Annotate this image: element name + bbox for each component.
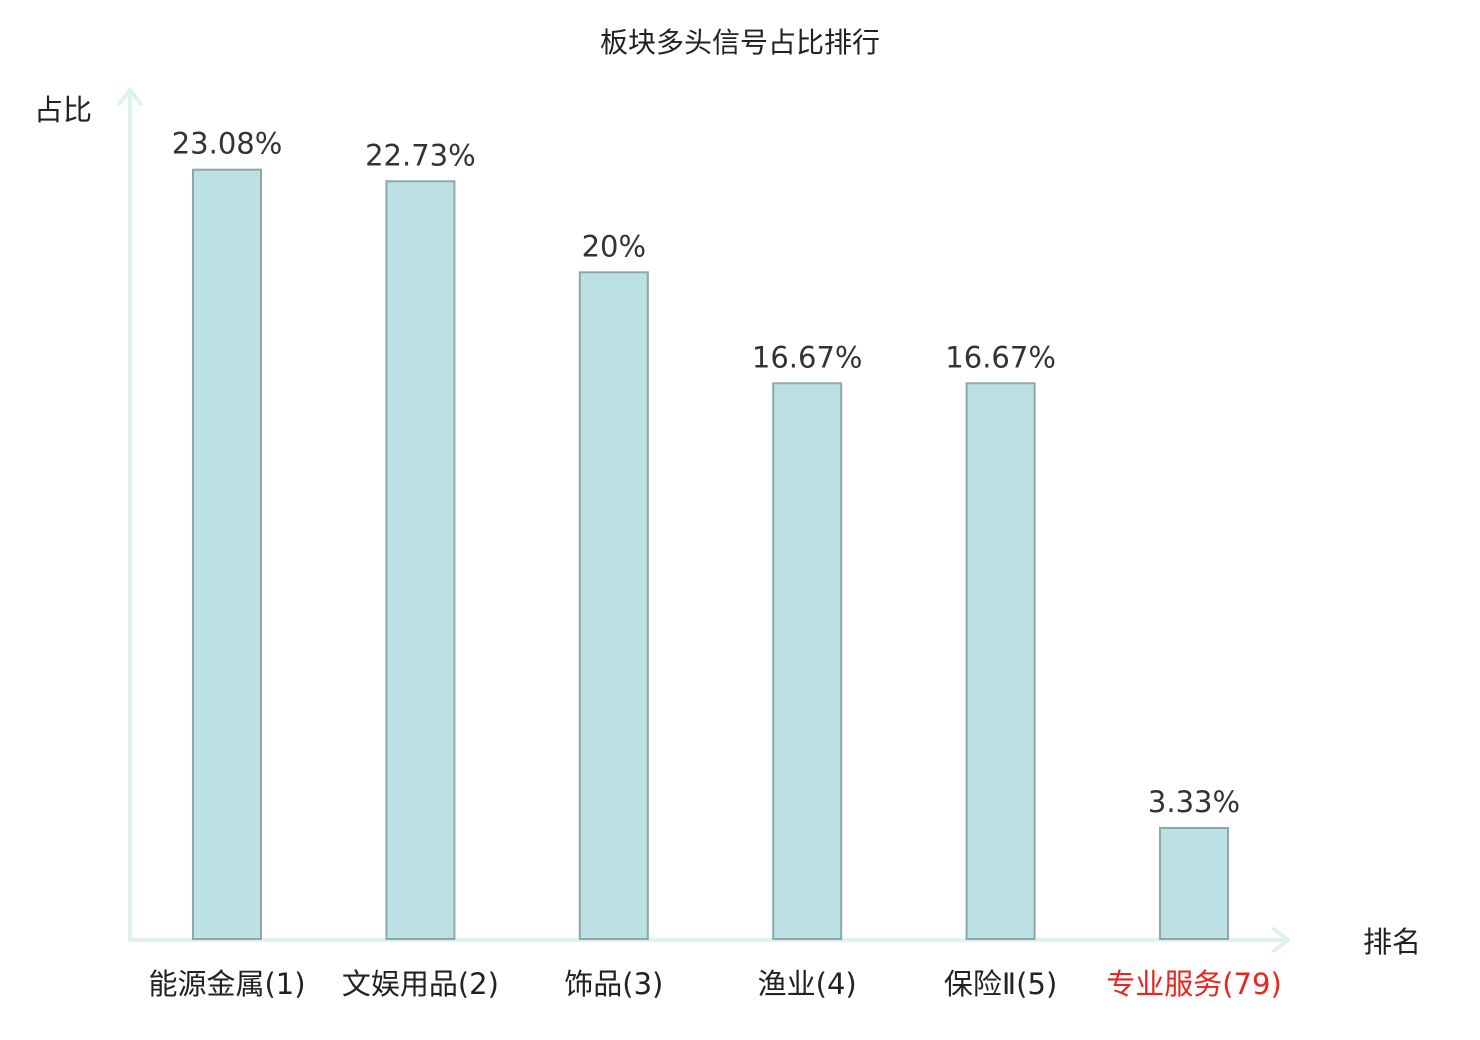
bar [578, 271, 649, 940]
x-tick-label: 能源金属(1) [148, 967, 305, 1001]
x-axis [128, 927, 1290, 953]
x-tick-label: 饰品(3) [564, 967, 663, 1001]
x-tick-label: 文娱用品(2) [342, 967, 499, 1001]
bar [772, 382, 843, 940]
y-axis [117, 88, 143, 942]
value-labels: 23.08% 22.73% 20% 16.67% 16.67% 3.33% [172, 127, 1240, 819]
x-tick-label: 专业服务(79) [1106, 967, 1282, 1001]
y-axis-label: 占比 [34, 93, 92, 127]
bar-value-label: 23.08% [172, 127, 283, 161]
x-tick-label: 渔业(4) [758, 967, 857, 1001]
bar [965, 382, 1036, 940]
x-tick-label: 保险Ⅱ(5) [944, 967, 1057, 1001]
bars [192, 168, 1229, 941]
chart-title: 板块多头信号占比排行 [600, 26, 880, 59]
category-labels: 能源金属(1) 文娱用品(2) 饰品(3) 渔业(4) 保险Ⅱ(5) 专业服务(79) [148, 967, 1281, 1001]
bar-value-label: 20% [582, 229, 646, 263]
bar [1159, 827, 1229, 940]
bar-value-label: 16.67% [752, 340, 863, 374]
bar-value-label: 22.73% [365, 138, 476, 172]
bar [192, 168, 262, 940]
bar-value-label: 3.33% [1148, 785, 1240, 819]
bar [385, 180, 456, 941]
x-axis-label: 排名 [1363, 925, 1421, 959]
bar-value-label: 16.67% [945, 340, 1056, 374]
